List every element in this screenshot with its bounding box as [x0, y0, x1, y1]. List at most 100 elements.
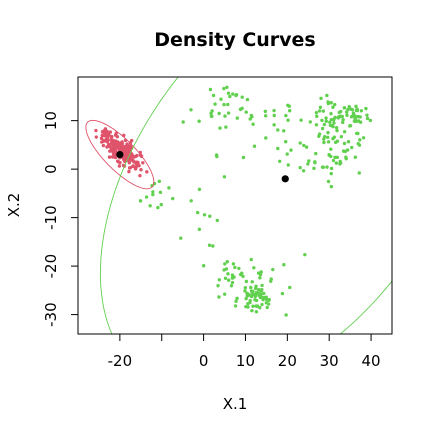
data-point-series-2: [321, 109, 326, 113]
data-point-series-1: [120, 147, 124, 152]
data-point-series-2: [240, 95, 244, 99]
data-point-series-2: [151, 192, 155, 197]
data-point-series-2: [341, 120, 345, 125]
data-point-series-2: [325, 93, 329, 98]
ellipse-layer: [85, 77, 392, 334]
data-point-series-2: [350, 145, 354, 150]
data-point-series-2: [347, 104, 351, 109]
data-point-series-2: [345, 113, 349, 117]
data-point-series-2: [265, 305, 269, 310]
data-point-series-2: [368, 118, 373, 123]
data-point-series-2: [302, 143, 306, 148]
data-point-series-2: [223, 262, 227, 266]
data-point-series-2: [280, 291, 285, 296]
data-point-series-2: [223, 114, 227, 118]
data-point-series-2: [262, 295, 267, 300]
plot-area: [85, 77, 392, 334]
data-point-series-2: [234, 93, 238, 98]
data-point-series-2: [226, 102, 230, 107]
data-point-series-2: [210, 114, 214, 118]
data-point-series-2: [156, 205, 160, 210]
data-point-series-2: [326, 135, 330, 139]
data-point-series-2: [298, 165, 302, 170]
data-point-series-2: [286, 163, 290, 167]
data-point-series-2: [189, 199, 193, 203]
data-point-series-1: [112, 145, 116, 149]
data-point-series-2: [246, 305, 250, 309]
data-point-series-2: [252, 144, 257, 148]
plot-frame: [77, 76, 393, 335]
data-point-series-2: [272, 108, 276, 113]
cluster-center-2: [281, 175, 289, 183]
data-point-series-2: [197, 227, 202, 232]
data-point-series-2: [252, 266, 256, 270]
data-point-series-2: [326, 140, 331, 144]
data-point-series-2: [222, 102, 226, 107]
center-layer: [116, 150, 289, 183]
data-point-series-2: [329, 166, 334, 171]
data-point-series-2: [231, 92, 235, 96]
data-point-series-2: [317, 134, 321, 138]
data-point-series-2: [324, 116, 328, 120]
data-point-series-2: [258, 306, 262, 310]
data-point-series-2: [356, 131, 360, 136]
data-point-series-2: [219, 97, 223, 101]
y-tick-label: 10: [42, 111, 60, 130]
data-point-series-2: [254, 293, 258, 297]
data-point-series-2: [301, 169, 306, 173]
data-point-series-2: [256, 288, 261, 292]
data-point-series-2: [353, 117, 357, 121]
data-point-series-2: [260, 287, 264, 292]
data-point-series-2: [226, 111, 231, 115]
data-point-series-2: [284, 313, 288, 317]
data-point-series-2: [345, 148, 350, 152]
data-point-series-1: [136, 160, 140, 165]
data-point-series-1: [101, 143, 106, 148]
data-point-series-2: [342, 106, 347, 110]
data-point-series-2: [349, 107, 353, 111]
data-point-series-2: [245, 97, 250, 102]
data-point-series-2: [322, 137, 326, 141]
data-point-series-2: [151, 190, 155, 194]
data-point-series-2: [306, 162, 310, 166]
data-point-series-2: [272, 113, 276, 118]
data-point-series-2: [284, 113, 288, 118]
data-point-series-2: [230, 280, 235, 285]
y-tick-label: -30: [42, 302, 60, 327]
y-tick-label: -20: [42, 254, 60, 279]
data-point-series-2: [354, 104, 358, 109]
data-point-series-2: [289, 148, 293, 152]
data-point-series-2: [361, 136, 366, 140]
x-tick-label: 10: [236, 352, 255, 370]
data-point-series-2: [324, 119, 328, 123]
data-point-series-2: [317, 109, 322, 113]
data-point-series-2: [263, 114, 268, 118]
data-point-series-2: [338, 114, 342, 119]
data-point-series-1: [129, 138, 134, 143]
data-point-series-2: [359, 109, 364, 113]
data-point-series-2: [228, 94, 232, 99]
data-point-series-2: [320, 126, 325, 131]
data-point-series-1: [124, 149, 129, 154]
data-point-series-1: [135, 153, 139, 158]
data-point-series-2: [167, 186, 171, 190]
y-tick-label: 0: [42, 164, 60, 174]
data-point-series-2: [233, 304, 238, 308]
data-point-series-2: [333, 102, 337, 107]
data-point-series-1: [102, 138, 106, 143]
data-point-series-2: [215, 218, 219, 223]
data-point-series-1: [141, 161, 145, 165]
data-point-series-2: [224, 125, 228, 129]
data-point-series-2: [250, 308, 254, 313]
data-point-series-2: [226, 91, 231, 95]
data-point-series-2: [260, 283, 264, 288]
data-point-series-2: [333, 155, 337, 160]
data-point-series-2: [276, 128, 280, 132]
data-point-series-2: [225, 260, 230, 264]
data-point-series-2: [222, 86, 226, 91]
points-layer: [94, 85, 373, 317]
data-point-series-2: [237, 266, 241, 271]
data-point-series-2: [253, 286, 258, 291]
x-tick-label: 20: [278, 352, 297, 370]
